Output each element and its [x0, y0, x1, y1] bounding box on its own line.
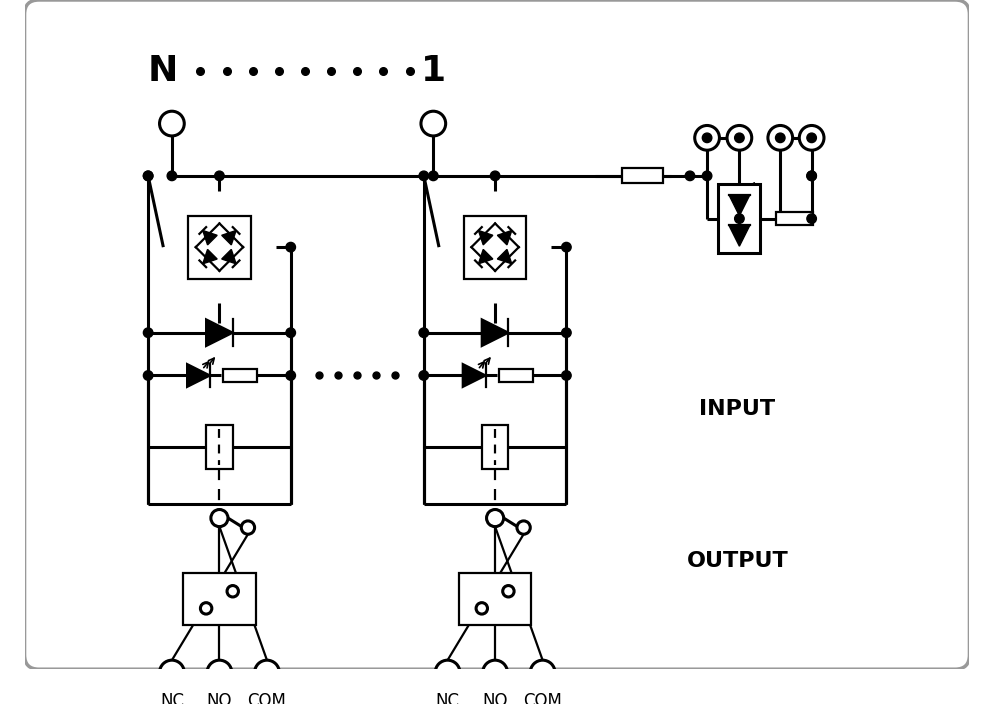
Circle shape	[286, 328, 295, 337]
Circle shape	[242, 521, 254, 534]
Circle shape	[703, 133, 712, 143]
Polygon shape	[203, 230, 217, 245]
Bar	[224, 369, 257, 382]
Circle shape	[775, 133, 785, 143]
Polygon shape	[206, 320, 233, 346]
Circle shape	[286, 371, 295, 380]
Circle shape	[286, 242, 295, 252]
Circle shape	[211, 510, 228, 527]
Bar	[776, 212, 812, 225]
Circle shape	[807, 214, 816, 223]
Circle shape	[517, 521, 530, 534]
Text: N: N	[147, 54, 178, 88]
Circle shape	[215, 171, 225, 181]
Circle shape	[807, 171, 816, 181]
Circle shape	[562, 371, 572, 380]
Bar	[459, 573, 531, 625]
Polygon shape	[463, 364, 486, 387]
Text: NC: NC	[160, 692, 184, 704]
Circle shape	[419, 328, 428, 337]
Circle shape	[483, 660, 508, 685]
Polygon shape	[729, 225, 749, 246]
Polygon shape	[222, 249, 237, 264]
Bar	[188, 216, 250, 279]
Circle shape	[503, 586, 514, 597]
Text: NO: NO	[482, 692, 508, 704]
Circle shape	[703, 171, 712, 181]
Circle shape	[143, 171, 153, 181]
Circle shape	[807, 133, 816, 143]
Polygon shape	[187, 364, 210, 387]
Polygon shape	[497, 230, 512, 245]
Circle shape	[735, 214, 745, 223]
Circle shape	[143, 171, 153, 181]
Circle shape	[476, 603, 487, 614]
Circle shape	[799, 125, 824, 150]
Circle shape	[201, 603, 212, 614]
Circle shape	[490, 171, 500, 181]
Bar	[499, 369, 533, 382]
Circle shape	[727, 125, 751, 150]
Text: COM: COM	[248, 692, 286, 704]
Polygon shape	[478, 249, 493, 264]
Text: COM: COM	[523, 692, 562, 704]
Circle shape	[768, 125, 792, 150]
FancyBboxPatch shape	[25, 0, 969, 670]
Polygon shape	[478, 230, 493, 245]
Text: OUTPUT: OUTPUT	[687, 551, 788, 571]
Circle shape	[419, 371, 428, 380]
Circle shape	[143, 371, 153, 380]
Circle shape	[428, 171, 438, 181]
Circle shape	[435, 660, 460, 685]
Text: NC: NC	[435, 692, 459, 704]
Circle shape	[562, 328, 572, 337]
Circle shape	[207, 660, 232, 685]
Circle shape	[530, 660, 555, 685]
Circle shape	[735, 133, 745, 143]
Circle shape	[420, 111, 445, 136]
Polygon shape	[729, 195, 749, 216]
Text: NO: NO	[207, 692, 233, 704]
Bar	[206, 425, 233, 469]
Circle shape	[486, 510, 504, 527]
Circle shape	[160, 111, 184, 136]
Polygon shape	[497, 249, 512, 264]
Circle shape	[167, 171, 177, 181]
Polygon shape	[222, 230, 237, 245]
Bar	[719, 184, 760, 253]
Text: 1: 1	[420, 54, 446, 88]
Bar	[464, 216, 527, 279]
Polygon shape	[203, 249, 217, 264]
Bar	[183, 573, 255, 625]
Circle shape	[695, 125, 720, 150]
Bar	[482, 425, 508, 469]
Circle shape	[254, 660, 279, 685]
Circle shape	[143, 328, 153, 337]
Polygon shape	[482, 320, 508, 346]
Text: INPUT: INPUT	[700, 398, 775, 419]
Bar	[621, 168, 663, 184]
Circle shape	[562, 242, 572, 252]
Circle shape	[685, 171, 695, 181]
Circle shape	[227, 586, 239, 597]
Circle shape	[419, 171, 428, 181]
Circle shape	[807, 171, 816, 181]
Circle shape	[160, 660, 184, 685]
